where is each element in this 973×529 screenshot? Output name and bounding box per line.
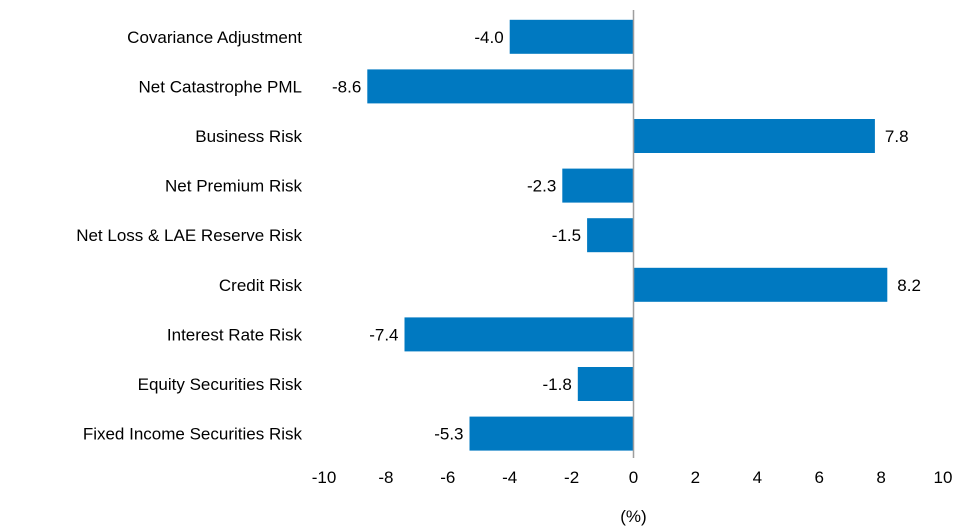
category-label: Interest Rate Risk: [167, 325, 303, 344]
category-label: Equity Securities Risk: [138, 375, 303, 394]
x-tick-label: 2: [691, 468, 700, 487]
bar: [367, 69, 634, 104]
bar: [404, 317, 634, 352]
data-label: -4.0: [474, 28, 503, 47]
category-label: Net Premium Risk: [165, 177, 302, 196]
data-label: 7.8: [885, 127, 909, 146]
data-label: -7.4: [369, 325, 398, 344]
x-tick-label: 4: [753, 468, 762, 487]
category-label: Covariance Adjustment: [127, 28, 302, 47]
x-tick-label: -2: [564, 468, 579, 487]
x-tick-label: -8: [378, 468, 393, 487]
bars-group: [367, 19, 888, 451]
x-tick-label: -4: [502, 468, 517, 487]
x-tick-label: 10: [934, 468, 953, 487]
category-labels-group: Covariance Adjustment Net Catastrophe PML…: [76, 28, 302, 444]
data-label: -8.6: [332, 77, 361, 96]
bar: [633, 119, 875, 153]
x-tick-label: -6: [440, 468, 455, 487]
bar: [562, 168, 634, 203]
x-tick-label: 0: [629, 468, 638, 487]
x-tick-label: 8: [876, 468, 885, 487]
x-axis-title: (%): [620, 507, 646, 526]
data-label: -5.3: [434, 425, 463, 444]
data-label: -1.8: [543, 375, 572, 394]
x-tick-labels-group: -10 -8 -6 -4 -2 0 2 4 6 8 10: [312, 468, 953, 487]
bar: [577, 367, 634, 401]
x-tick-label: 6: [814, 468, 823, 487]
data-label: 8.2: [897, 276, 921, 295]
data-label: -2.3: [527, 177, 556, 196]
bar: [509, 19, 634, 54]
bar: [633, 267, 888, 302]
category-label: Credit Risk: [219, 276, 303, 295]
category-label: Net Catastrophe PML: [139, 77, 302, 96]
x-tick-label: -10: [312, 468, 337, 487]
category-label: Fixed Income Securities Risk: [83, 425, 303, 444]
category-label: Business Risk: [195, 127, 302, 146]
data-label: -1.5: [552, 226, 581, 245]
bar: [469, 416, 634, 451]
value-labels-group: -4.0 -8.6 7.8 -2.3 -1.5 8.2 -7.4 -1.8 -5.3: [332, 28, 921, 444]
bar: [587, 218, 634, 253]
category-label: Net Loss & LAE Reserve Risk: [76, 226, 302, 245]
